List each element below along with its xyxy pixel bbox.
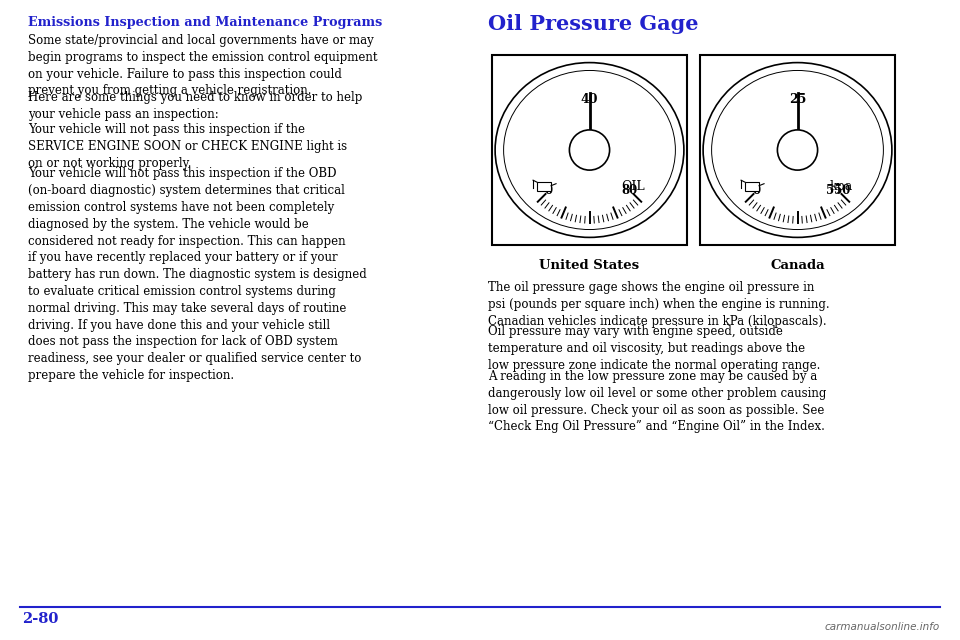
Text: Canada: Canada — [770, 259, 825, 272]
Text: Emissions Inspection and Maintenance Programs: Emissions Inspection and Maintenance Pro… — [28, 16, 382, 29]
Bar — [492, 55, 687, 245]
Text: 550: 550 — [826, 184, 851, 197]
Text: United States: United States — [540, 259, 639, 272]
Ellipse shape — [504, 70, 676, 230]
Bar — [745, 182, 759, 191]
Text: OIL: OIL — [621, 180, 645, 193]
Text: Some state/provincial and local governments have or may
begin programs to inspec: Some state/provincial and local governme… — [28, 34, 377, 97]
Text: kpa: kpa — [829, 180, 852, 193]
Bar — [537, 182, 551, 191]
Text: carmanualsonline.info: carmanualsonline.info — [825, 622, 940, 632]
Text: Your vehicle will not pass this inspection if the
SERVICE ENGINE SOON or CHECK E: Your vehicle will not pass this inspecti… — [28, 123, 348, 170]
Circle shape — [778, 130, 818, 170]
Bar — [700, 55, 895, 245]
Text: 25: 25 — [789, 93, 806, 106]
Text: The oil pressure gage shows the engine oil pressure in
psi (pounds per square in: The oil pressure gage shows the engine o… — [488, 281, 829, 328]
Text: Oil pressure may vary with engine speed, outside
temperature and oil viscosity, : Oil pressure may vary with engine speed,… — [488, 326, 821, 372]
Text: Oil Pressure Gage: Oil Pressure Gage — [488, 14, 699, 34]
Text: 80: 80 — [622, 184, 638, 197]
Text: Your vehicle will not pass this inspection if the OBD
(on-board diagnostic) syst: Your vehicle will not pass this inspecti… — [28, 168, 367, 382]
Text: A reading in the low pressure zone may be caused by a
dangerously low oil level : A reading in the low pressure zone may b… — [488, 370, 827, 433]
Ellipse shape — [495, 63, 684, 237]
Ellipse shape — [703, 63, 892, 237]
Text: 0: 0 — [545, 184, 553, 197]
Text: 40: 40 — [581, 93, 598, 106]
Text: Here are some things you need to know in order to help
your vehicle pass an insp: Here are some things you need to know in… — [28, 91, 362, 121]
Ellipse shape — [711, 70, 883, 230]
Text: 2-80: 2-80 — [22, 612, 59, 626]
Circle shape — [569, 130, 610, 170]
Text: 0: 0 — [753, 184, 761, 197]
